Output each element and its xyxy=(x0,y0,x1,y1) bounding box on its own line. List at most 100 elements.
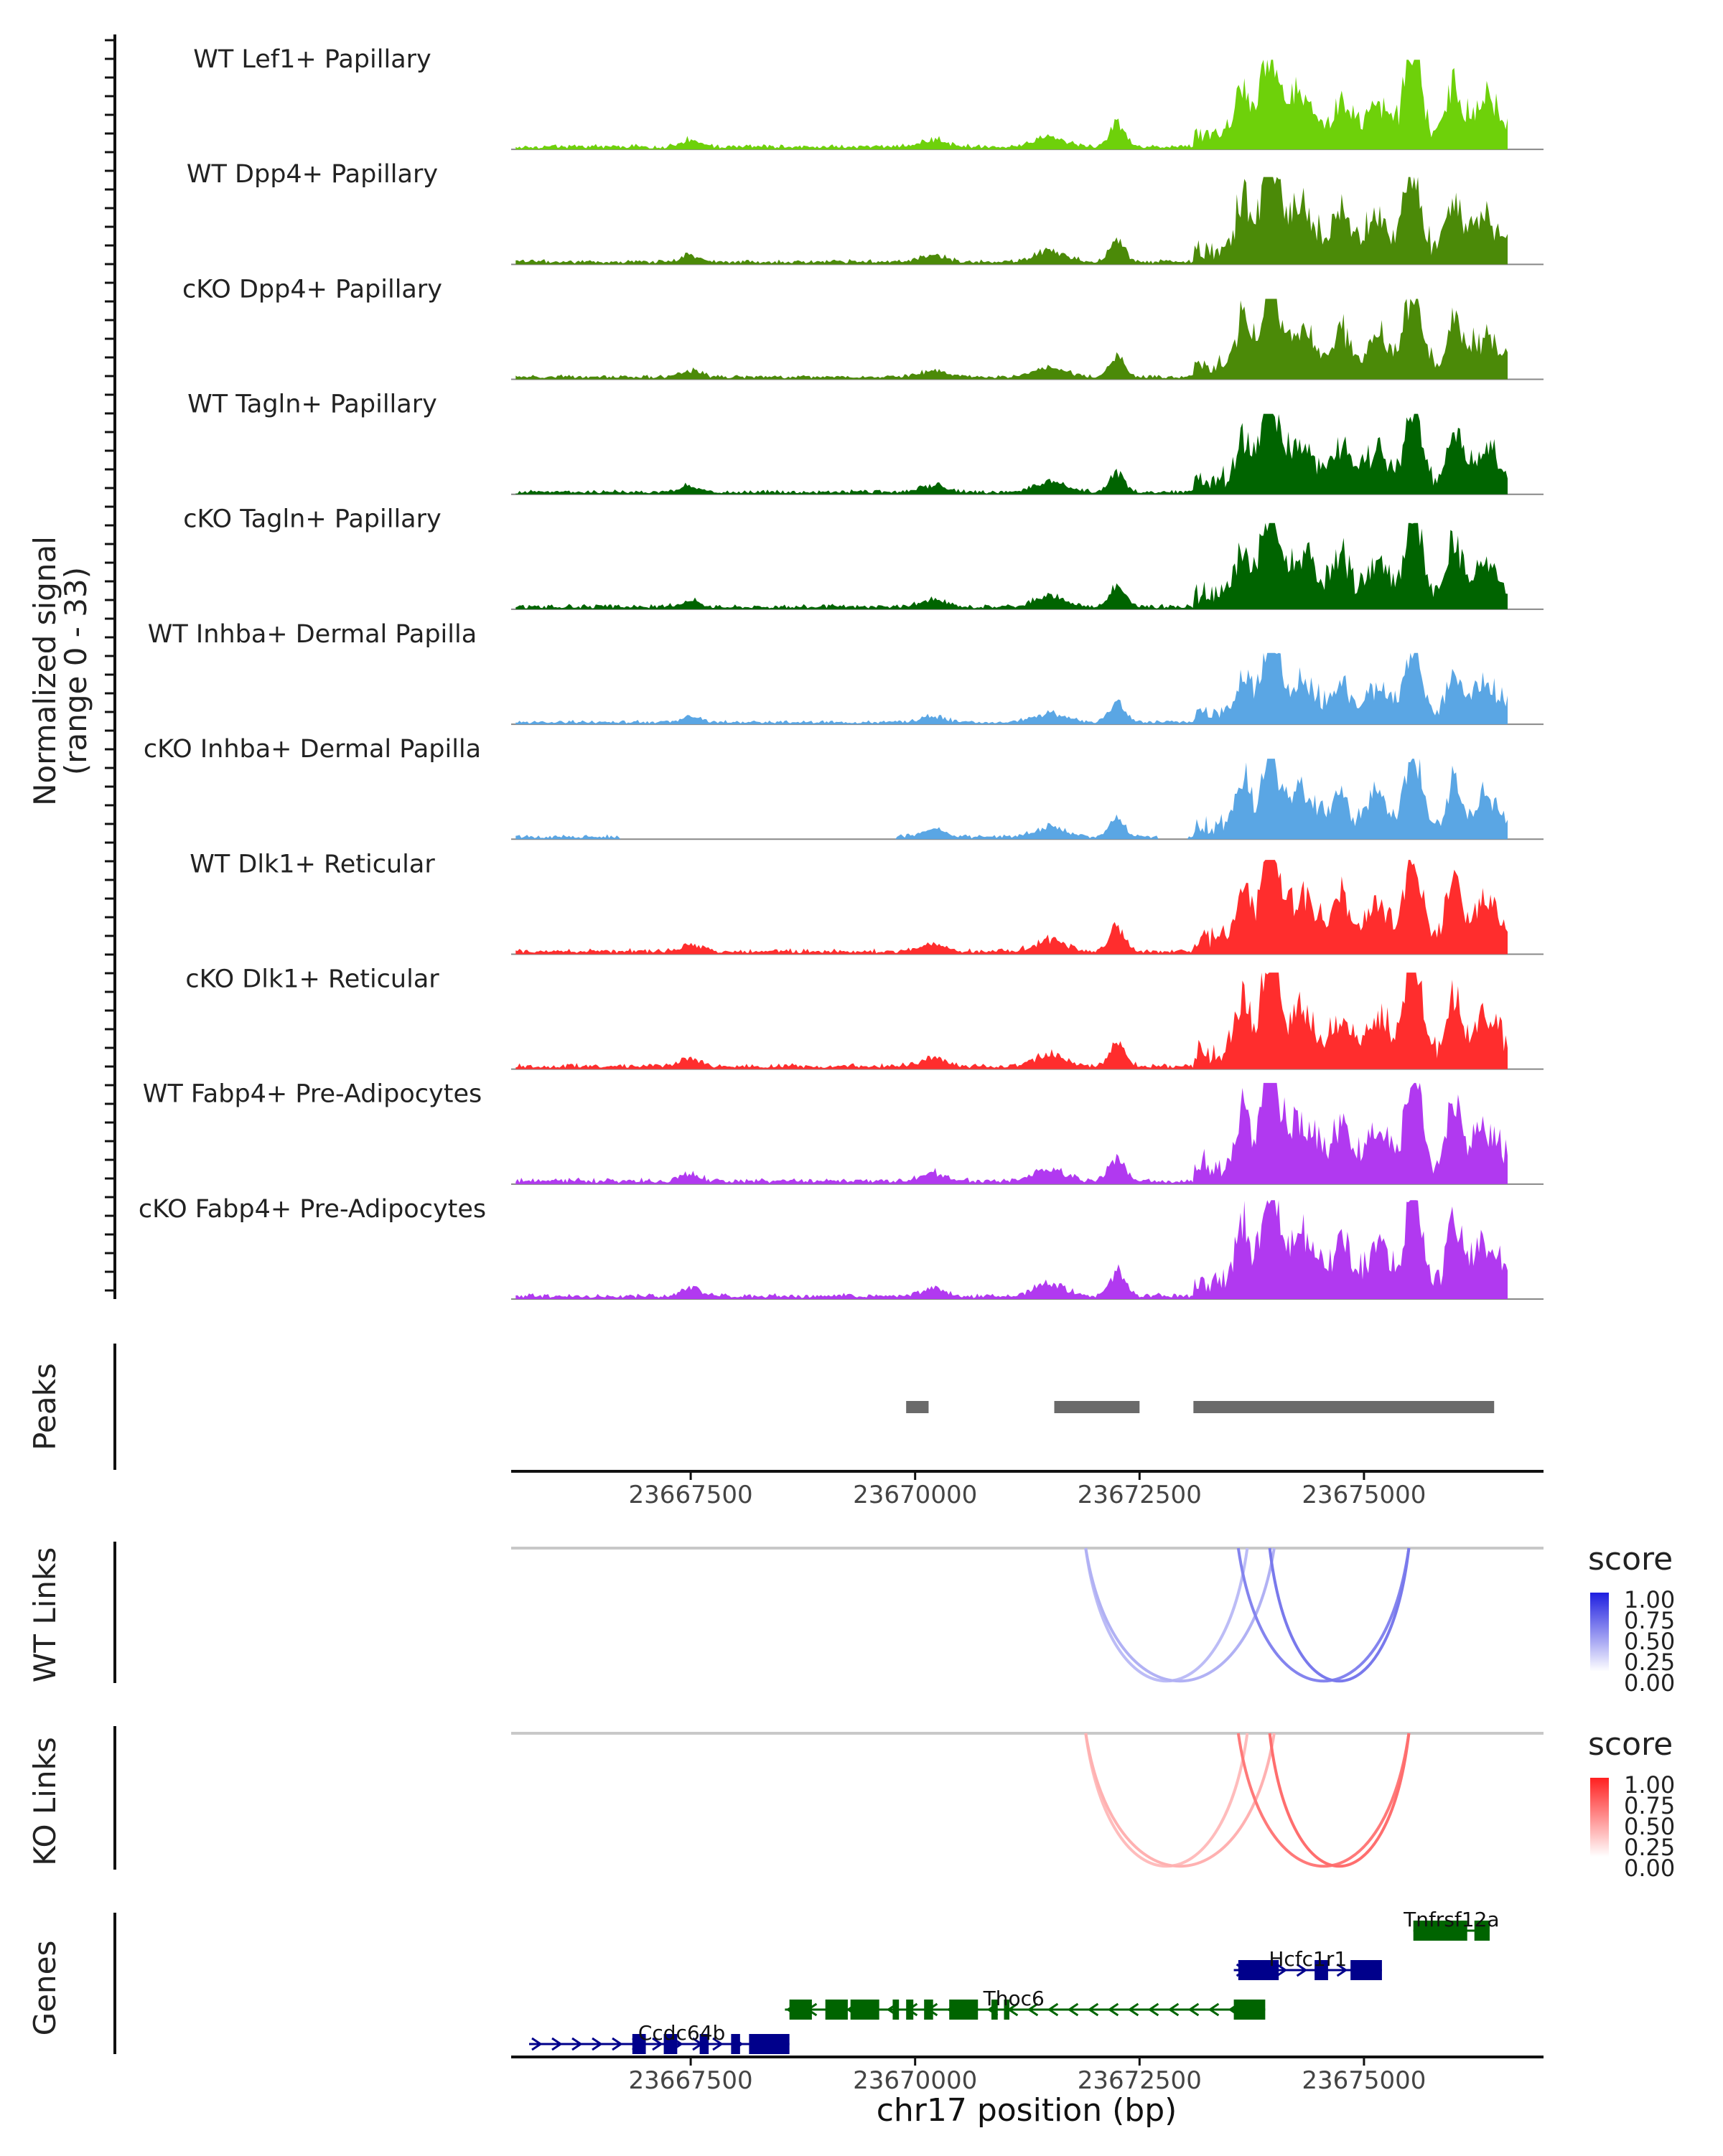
gene-exon xyxy=(1350,1960,1382,1980)
legend-tick-label: 0.25 xyxy=(1624,1834,1675,1861)
legend-title: score xyxy=(1588,1541,1673,1578)
legend-colorbar xyxy=(1590,1593,1609,1672)
gene-exon xyxy=(699,2034,709,2054)
track-label: WT Tagln+ Papillary xyxy=(187,390,437,419)
x-axis-title: chr17 position (bp) xyxy=(877,2092,1177,2129)
signal-area xyxy=(515,759,1508,840)
ko-links-panel xyxy=(113,1726,1544,1870)
link-arc xyxy=(1268,1547,1411,1683)
signal-area xyxy=(515,299,1508,380)
track-label: cKO Tagln+ Papillary xyxy=(183,505,442,534)
gene-exon xyxy=(1413,1921,1467,1941)
gene-exon xyxy=(949,2000,979,2020)
gene-exon xyxy=(991,2000,998,2020)
strand-arrow xyxy=(571,2037,583,2051)
strand-arrow xyxy=(652,2037,663,2051)
x-tick-label: 23675000 xyxy=(1302,1481,1426,1509)
strand-arrow xyxy=(551,2037,563,2051)
signal-area xyxy=(515,177,1508,265)
x-tick-label: 23667500 xyxy=(629,2066,753,2095)
gene-exon xyxy=(825,2000,848,2020)
strand-arrow xyxy=(1187,2002,1200,2017)
signal-panel: WT Lef1+ Papillary WT Dpp4+ Papillary cKO … xyxy=(105,34,1544,1300)
legend-tick-label: 0.75 xyxy=(1624,1607,1675,1634)
wt-links-panel xyxy=(113,1542,1544,1683)
peaks-panel xyxy=(113,1344,1495,1470)
legend-colorbar xyxy=(1590,1778,1609,1857)
x-tick-label: 23675000 xyxy=(1302,2066,1426,2095)
genes-panel: Tnfrsf12a Hcfc1r1 Thoc6 Ccdc64b xyxy=(113,1908,1500,2054)
gene-exon xyxy=(1315,1960,1328,1980)
link-arc xyxy=(1268,1733,1411,1868)
link-arc xyxy=(1084,1547,1249,1683)
wt-links-legend: score 1.000.750.500.250.00 xyxy=(1588,1541,1675,1697)
gene-exon xyxy=(1238,1960,1279,1980)
track-label: WT Inhba+ Dermal Papilla xyxy=(148,620,477,649)
legend-tick-label: 1.00 xyxy=(1624,1586,1675,1613)
strand-arrow xyxy=(1127,2002,1139,2017)
x-tick-label: 23670000 xyxy=(853,1481,977,1509)
gene-label: Tnfrsf12a xyxy=(1403,1908,1499,1931)
track-label: cKO Dpp4+ Papillary xyxy=(182,275,442,304)
signal-ylabel: Normalized signal xyxy=(27,536,62,806)
legend-tick-label: 0.50 xyxy=(1624,1813,1675,1840)
signal-area xyxy=(515,60,1508,150)
gene-exon xyxy=(892,2000,900,2020)
gene-exon xyxy=(906,2000,914,2020)
track-label: cKO Dlk1+ Reticular xyxy=(185,965,439,994)
signal-area xyxy=(515,652,1508,725)
peak-region xyxy=(1054,1401,1140,1413)
x-tick-label: 23667500 xyxy=(629,1481,753,1509)
gene-label: Hcfc1r1 xyxy=(1269,1947,1347,1971)
ko-links-ylabel: KO Links xyxy=(27,1737,62,1866)
genes-ylabel: Genes xyxy=(27,1941,62,2036)
gene-label: Thoc6 xyxy=(983,1987,1045,2010)
strand-arrow xyxy=(1147,2002,1159,2017)
strand-arrow xyxy=(712,2037,724,2051)
gene-exon xyxy=(1474,1921,1490,1941)
link-arc xyxy=(1236,1733,1411,1868)
gene-exon xyxy=(850,2000,879,2020)
gene-exon xyxy=(1004,2000,1009,2020)
track-label: cKO Inhba+ Dermal Papilla xyxy=(144,735,481,764)
link-arc xyxy=(1084,1733,1276,1867)
x-tick-label: 23672500 xyxy=(1078,1481,1202,1509)
strand-arrow xyxy=(1107,2002,1119,2017)
signal-area xyxy=(515,860,1508,955)
ko-links-legend: score 1.000.750.500.250.00 xyxy=(1588,1726,1675,1882)
genes-x-axis: 23667500 23670000 23672500 23675000 xyxy=(511,2056,1544,2095)
legend-tick-label: 0.25 xyxy=(1624,1649,1675,1676)
gene-exon xyxy=(632,2034,646,2054)
strand-arrow xyxy=(1047,2002,1059,2017)
legend-tick-label: 0.00 xyxy=(1624,1855,1675,1882)
legend-tick-label: 0.50 xyxy=(1624,1628,1675,1655)
strand-arrow xyxy=(1336,1963,1348,1977)
peaks-ylabel: Peaks xyxy=(27,1363,62,1450)
legend-title: score xyxy=(1588,1726,1673,1763)
track-label: WT Fabp4+ Pre-Adipocytes xyxy=(143,1080,482,1109)
legend-tick-label: 0.75 xyxy=(1624,1792,1675,1819)
peaks-x-axis: 23667500 23670000 23672500 23675000 xyxy=(511,1470,1544,1509)
track-label: cKO Fabp4+ Pre-Adipocytes xyxy=(139,1195,486,1224)
strand-arrow xyxy=(1067,2002,1079,2017)
gene-label: Ccdc64b xyxy=(638,2021,726,2045)
link-arc xyxy=(1084,1547,1276,1682)
gene-exon xyxy=(731,2034,740,2054)
track-label: WT Dpp4+ Papillary xyxy=(187,160,438,189)
track-label: WT Dlk1+ Reticular xyxy=(190,850,435,878)
x-tick-label: 23672500 xyxy=(1078,2066,1202,2095)
gene-exon xyxy=(663,2034,678,2054)
strand-arrow xyxy=(1027,2002,1039,2017)
legend-tick-label: 1.00 xyxy=(1624,1771,1675,1799)
signal-area xyxy=(515,413,1508,495)
peak-region xyxy=(1193,1401,1495,1413)
strand-arrow xyxy=(531,2037,543,2051)
gene-exon xyxy=(1233,2000,1266,2020)
peak-region xyxy=(906,1401,929,1413)
signal-area xyxy=(515,1200,1508,1299)
signal-area xyxy=(515,1082,1508,1184)
strand-arrow xyxy=(1167,2002,1180,2017)
gene-exon xyxy=(924,2000,933,2020)
